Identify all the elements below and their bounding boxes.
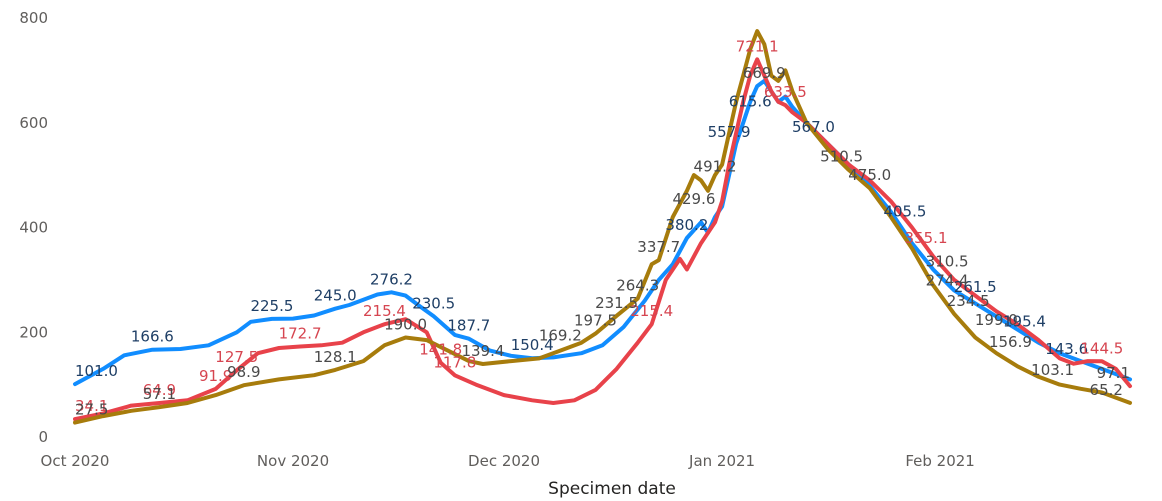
- x-axis-title: Specimen date: [548, 479, 676, 499]
- data-label: 143.6: [1045, 340, 1088, 358]
- series-line-2: [73, 57, 1132, 422]
- x-tick-label: Jan 2021: [688, 452, 755, 470]
- data-label: 234.5: [947, 292, 990, 310]
- series-line-3: [73, 29, 1132, 425]
- data-label: 510.5: [820, 148, 863, 166]
- data-label: 65.2: [1090, 381, 1123, 399]
- x-tick-label: Feb 2021: [905, 452, 975, 470]
- data-label: 475.0: [848, 166, 891, 184]
- y-tick-label: 200: [19, 323, 48, 341]
- data-label: 156.9: [989, 333, 1032, 351]
- data-label: 172.7: [279, 325, 322, 343]
- y-tick-label: 600: [19, 114, 48, 132]
- data-label: 91.9: [199, 367, 232, 385]
- data-label: 274.4: [926, 271, 969, 289]
- data-label: 633.5: [764, 83, 807, 101]
- data-label: 128.1: [314, 348, 357, 366]
- data-label: 215.4: [630, 302, 673, 320]
- y-tick-label: 400: [19, 219, 48, 237]
- data-label: 57.1: [143, 385, 176, 403]
- data-label: 187.7: [447, 317, 490, 335]
- data-label: 310.5: [926, 252, 969, 270]
- data-label: 567.0: [792, 118, 835, 136]
- data-label: 103.1: [1031, 361, 1074, 379]
- data-label: 721.1: [736, 37, 779, 55]
- data-label: 355.1: [905, 229, 948, 247]
- x-axis: Oct 2020 Nov 2020 Dec 2020 Jan 2021 Feb 2021: [41, 452, 975, 470]
- data-label: 199.0: [975, 311, 1018, 329]
- data-label: 215.4: [363, 302, 406, 320]
- data-label: 139.4: [461, 342, 504, 360]
- data-label: 245.0: [314, 287, 357, 305]
- data-label: 98.9: [227, 363, 260, 381]
- data-label: 231.5: [595, 294, 638, 312]
- y-tick-label: 0: [38, 428, 48, 446]
- data-label: 557.9: [708, 123, 751, 141]
- data-label: 169.2: [539, 326, 582, 344]
- data-label: 166.6: [131, 328, 174, 346]
- data-label: 405.5: [883, 203, 926, 221]
- series-line-1: [73, 78, 1132, 387]
- data-label: 429.6: [672, 190, 715, 208]
- data-label: 230.5: [412, 294, 455, 312]
- y-tick-label: 800: [19, 9, 48, 27]
- data-label: 225.5: [250, 297, 293, 315]
- data-label: 615.6: [729, 93, 772, 111]
- data-label: 27.5: [75, 401, 108, 419]
- data-label: 141.8: [419, 341, 462, 359]
- data-label: 669.9: [743, 64, 786, 82]
- data-label: 127.5: [215, 348, 258, 366]
- x-tick-label: Nov 2020: [257, 452, 329, 470]
- data-label: 264.3: [616, 277, 659, 295]
- data-label: 261.5: [954, 278, 997, 296]
- x-tick-label: Oct 2020: [41, 452, 110, 470]
- series-lines: [73, 29, 1132, 425]
- data-label: 337.7: [637, 238, 680, 256]
- data-label: 34.1: [75, 397, 108, 415]
- data-label: 117.8: [433, 353, 476, 371]
- data-label: 197.5: [574, 312, 617, 330]
- data-label: 101.0: [75, 362, 118, 380]
- data-label: 380.2: [665, 216, 708, 234]
- data-label: 144.5: [1080, 339, 1123, 357]
- data-label: 195.4: [1003, 313, 1046, 331]
- data-label: 97.1: [1097, 364, 1130, 382]
- data-label: 64.9: [143, 381, 176, 399]
- data-labels: 101.0 166.6 225.5 245.0 276.2 230.5 187.7 150.4…: [75, 37, 1130, 418]
- data-label: 276.2: [370, 270, 413, 288]
- data-label: 150.4: [511, 336, 554, 354]
- y-axis: 0 200 400 600 800: [19, 9, 48, 446]
- x-tick-label: Dec 2020: [468, 452, 540, 470]
- data-label: 491.2: [694, 158, 737, 176]
- data-label: 190.0: [384, 315, 427, 333]
